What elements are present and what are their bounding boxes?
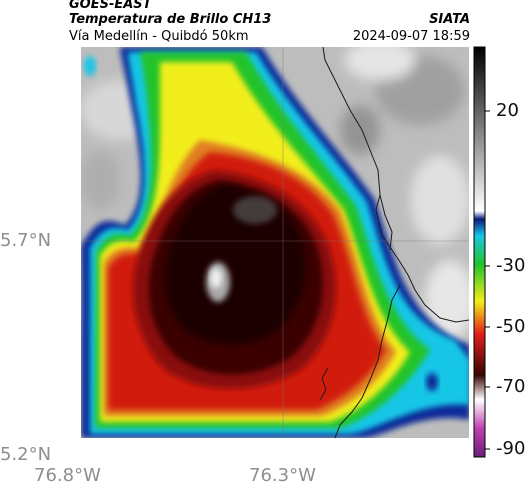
product-title: Temperatura de Brillo CH13 bbox=[69, 12, 272, 27]
source-label: SIATA bbox=[429, 12, 470, 27]
region-subtitle: Vía Medellín - Quibdó 50km bbox=[69, 29, 249, 44]
map-panel bbox=[81, 47, 469, 438]
colorbar bbox=[473, 46, 490, 458]
lat-tick-5-2: 5.2°N bbox=[0, 444, 52, 465]
satellite-name: GOES-EAST bbox=[69, 0, 152, 12]
colorbar-tick-minus50: -50 bbox=[496, 316, 526, 337]
colorbar-tick-minus90: -90 bbox=[496, 438, 526, 459]
lon-tick-76-3: 76.3°W bbox=[249, 465, 316, 486]
lat-tick-5-7: 5.7°N bbox=[0, 230, 52, 251]
datetime-label: 2024-09-07 18:59 bbox=[352, 29, 470, 44]
colorbar-tick-20: 20 bbox=[496, 100, 519, 121]
storm-cell bbox=[81, 47, 469, 438]
gridlines bbox=[81, 47, 469, 438]
lon-tick-76-8: 76.8°W bbox=[34, 465, 101, 486]
colorbar-tick-minus30: -30 bbox=[496, 255, 526, 276]
border-lines bbox=[319, 47, 469, 438]
colorbar-tick-minus70: -70 bbox=[496, 376, 526, 397]
